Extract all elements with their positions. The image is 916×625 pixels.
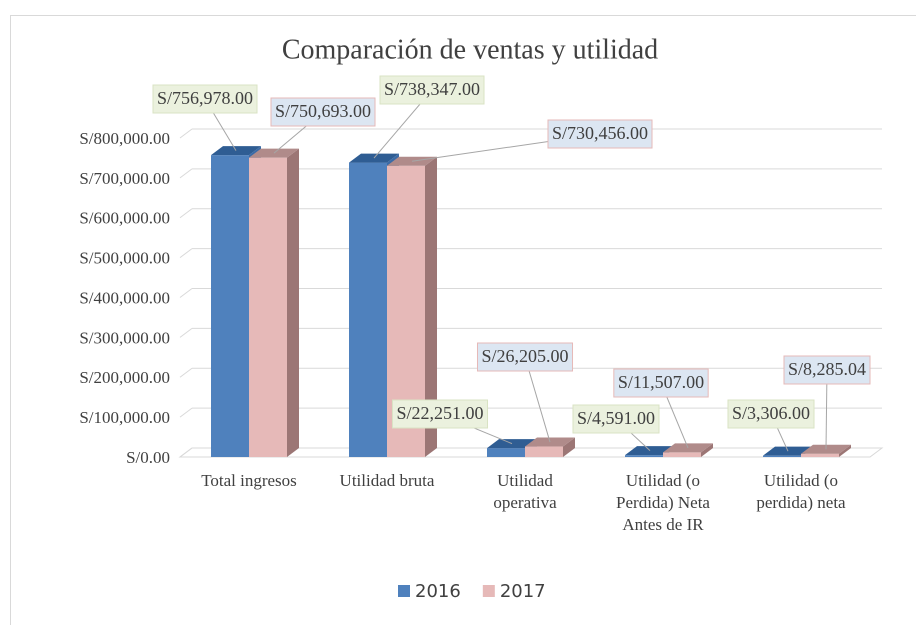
y-tick-label: S/0.00 xyxy=(126,448,170,467)
grid-line xyxy=(179,248,193,259)
y-tick-label: S/500,000.00 xyxy=(79,249,170,268)
bar xyxy=(349,162,387,457)
grid-line xyxy=(179,168,193,179)
data-label: S/738,347.00 xyxy=(384,79,480,99)
x-tick-label: Utilidad bruta xyxy=(339,471,435,490)
legend-swatch xyxy=(398,585,410,597)
data-label-box xyxy=(152,84,258,114)
data-label-box xyxy=(572,404,660,434)
data-label-box xyxy=(476,342,574,372)
y-tick-label: S/800,000.00 xyxy=(79,129,170,148)
data-label-box xyxy=(270,97,376,127)
bar xyxy=(487,448,525,457)
legend-swatch xyxy=(482,585,495,597)
y-tick-label: S/100,000.00 xyxy=(79,408,170,427)
bar xyxy=(625,455,663,457)
data-label-box xyxy=(727,399,815,429)
data-label-box xyxy=(547,119,653,149)
bar-side xyxy=(563,437,575,457)
chart-border xyxy=(10,15,916,625)
bar-top xyxy=(487,439,537,449)
data-label: S/4,591.00 xyxy=(577,408,655,428)
y-tick-label: S/400,000.00 xyxy=(79,288,170,307)
grid-line xyxy=(179,327,193,338)
bar-side xyxy=(701,443,713,457)
bar xyxy=(663,452,701,457)
x-tick-label: Utilidad (o perdida) neta xyxy=(756,471,846,512)
bar-side xyxy=(839,444,851,457)
data-label: S/8,285.04 xyxy=(788,359,866,379)
x-tick-label: Utilidad operativa xyxy=(493,471,557,512)
bar xyxy=(801,453,839,457)
x-tick-label: Total ingresos xyxy=(201,471,297,490)
grid-line xyxy=(179,208,193,219)
chart-title: Comparación de ventas y utilidad xyxy=(282,34,658,65)
bar xyxy=(763,455,801,457)
data-label: S/756,978.00 xyxy=(157,88,253,108)
bar xyxy=(525,446,563,457)
data-label: S/11,507.00 xyxy=(618,372,704,392)
data-label: S/22,251.00 xyxy=(396,403,483,423)
legend-label: 2016 xyxy=(415,581,461,602)
y-tick-label: S/700,000.00 xyxy=(79,169,170,188)
y-tick-label: S/600,000.00 xyxy=(79,209,170,228)
bar-side xyxy=(287,148,299,457)
grid-line xyxy=(179,288,193,298)
bar xyxy=(249,157,287,457)
y-tick-label: S/200,000.00 xyxy=(79,368,170,387)
x-tick-label: Utilidad (o Perdida) Neta Antes de IR xyxy=(616,471,710,534)
data-label-box xyxy=(391,399,489,429)
y-tick-label: S/300,000.00 xyxy=(79,328,170,347)
data-label: S/26,205.00 xyxy=(481,346,568,366)
data-label-box xyxy=(783,355,871,385)
data-label-box xyxy=(379,75,485,105)
bar-side xyxy=(425,156,437,458)
grid-line xyxy=(179,407,193,418)
data-label: S/3,306.00 xyxy=(732,403,810,423)
data-label: S/730,456.00 xyxy=(552,123,648,143)
data-label: S/750,693.00 xyxy=(275,101,371,121)
legend-label: 2017 xyxy=(500,581,546,602)
data-label-box xyxy=(613,368,709,398)
grid-line xyxy=(179,128,193,139)
grid-line xyxy=(179,367,193,378)
bar xyxy=(211,155,249,457)
